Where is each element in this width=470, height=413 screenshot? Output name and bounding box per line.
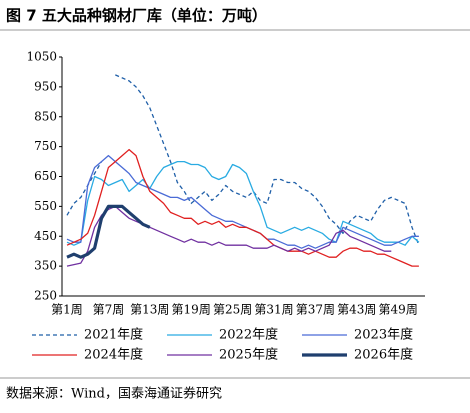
x-tick-label: 第13周	[130, 303, 169, 317]
series-line	[66, 148, 419, 267]
x-tick-label: 第25周	[213, 303, 252, 317]
legend-label: 2026年度	[354, 347, 413, 363]
legend-label: 2022年度	[219, 327, 278, 343]
x-tick-label: 第31周	[254, 303, 293, 317]
y-tick-label: 750	[34, 139, 57, 153]
series-line	[66, 154, 419, 249]
x-tick-label: 第49周	[379, 303, 418, 317]
legend-label: 2024年度	[84, 347, 143, 363]
x-tick-label: 第19周	[172, 303, 211, 317]
y-tick-label: 850	[34, 109, 57, 123]
x-tick-label: 第1周	[51, 303, 83, 317]
source: 数据来源：Wind，国泰海通证券研究	[6, 386, 222, 402]
legend-label: 2025年度	[219, 347, 278, 363]
x-tick-label: 第7周	[93, 303, 125, 317]
y-tick-label: 250	[34, 289, 57, 303]
y-tick-label: 450	[34, 229, 57, 243]
y-tick-label: 950	[34, 79, 57, 93]
series-line	[66, 205, 392, 267]
chart-title: 图 7 五大品种钢材厂库（单位：万吨）	[6, 7, 267, 25]
series-line	[66, 160, 420, 246]
series-line	[66, 74, 420, 246]
legend-label: 2021年度	[84, 327, 143, 343]
y-tick-label: 650	[34, 169, 57, 183]
x-tick-label: 第37周	[296, 303, 335, 317]
x-tick-label: 第43周	[337, 303, 376, 317]
y-tick-label: 1050	[26, 50, 57, 64]
series-line	[66, 204, 151, 259]
y-tick-label: 350	[34, 259, 57, 273]
y-tick-label: 550	[34, 199, 57, 213]
legend-label: 2023年度	[354, 327, 413, 343]
